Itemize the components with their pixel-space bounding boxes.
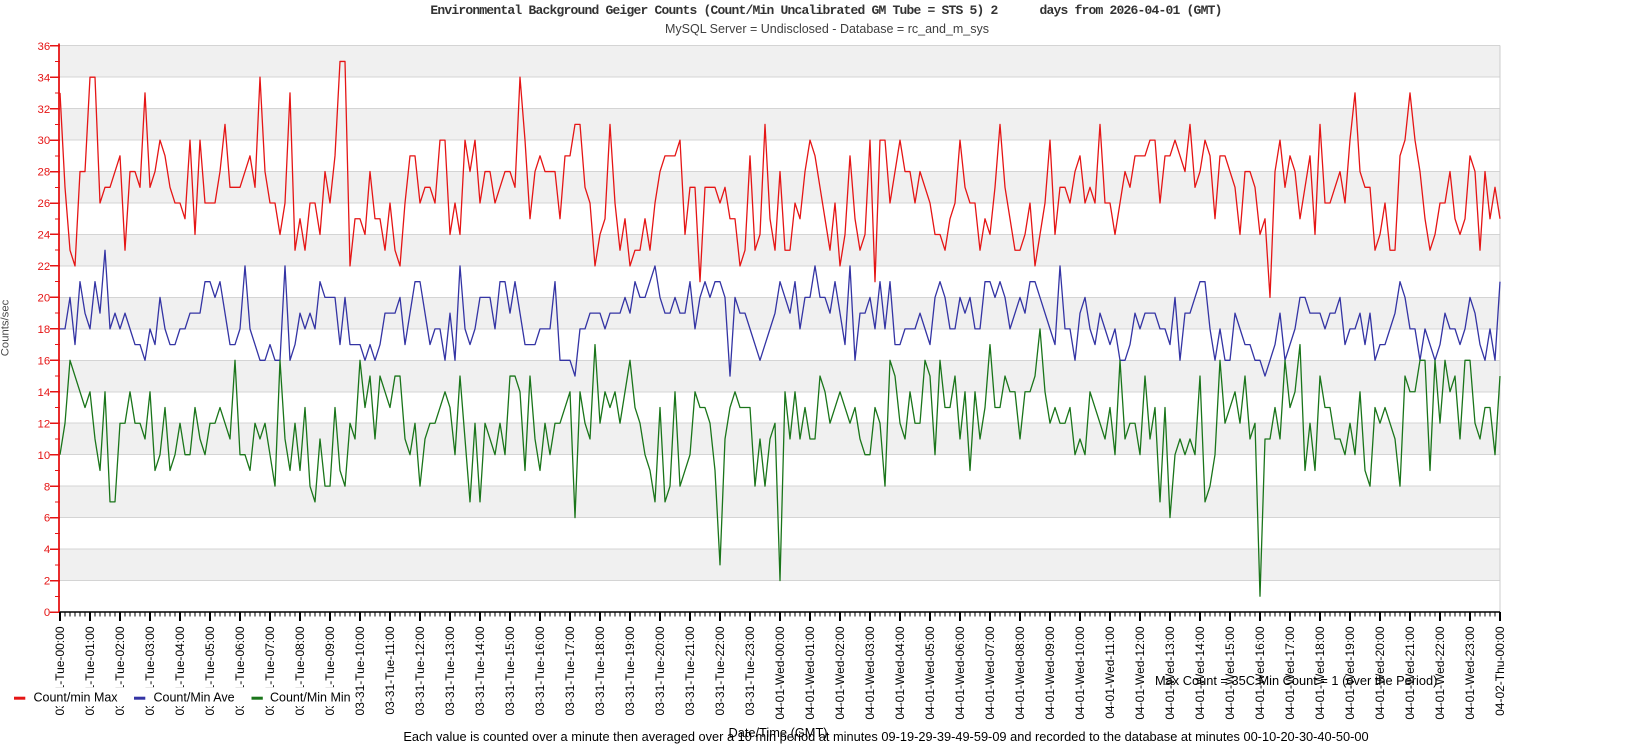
svg-text:10: 10 xyxy=(38,450,51,462)
svg-text:28: 28 xyxy=(38,167,51,179)
svg-text:20: 20 xyxy=(38,293,51,305)
svg-text:04-01-Wed-13:00: 04-01-Wed-13:00 xyxy=(1163,626,1177,719)
svg-text:6: 6 xyxy=(44,513,50,525)
svg-text:04-01-Wed-12:00: 04-01-Wed-12:00 xyxy=(1133,626,1147,719)
svg-text:0: 0 xyxy=(44,607,50,619)
svg-text:04-01-Wed-08:00: 04-01-Wed-08:00 xyxy=(1013,626,1027,719)
svg-text:04-01-Wed-04:00: 04-01-Wed-04:00 xyxy=(893,626,907,719)
svg-text:03-31-Tue-18:00: 03-31-Tue-18:00 xyxy=(593,626,607,715)
svg-text:03-31-Tue-15:00: 03-31-Tue-15:00 xyxy=(503,626,517,715)
svg-text:Date/Time (GMT): Date/Time (GMT) xyxy=(728,725,827,740)
svg-text:04-01-Wed-15:00: 04-01-Wed-15:00 xyxy=(1223,626,1237,719)
svg-text:16: 16 xyxy=(38,355,51,367)
svg-text:18: 18 xyxy=(38,324,51,336)
svg-text:Environmental Background Geige: Environmental Background Geiger Counts (… xyxy=(430,3,1221,18)
svg-text:04-01-Wed-02:00: 04-01-Wed-02:00 xyxy=(833,626,847,719)
svg-text:04-01-Wed-09:00: 04-01-Wed-09:00 xyxy=(1043,626,1057,719)
svg-text:MySQL Server = Undisclosed - D: MySQL Server = Undisclosed - Database = … xyxy=(665,22,989,36)
svg-text:04-01-Wed-10:00: 04-01-Wed-10:00 xyxy=(1073,626,1087,719)
svg-text:04-01-Wed-07:00: 04-01-Wed-07:00 xyxy=(983,626,997,719)
svg-text:03-31-Tue-13:00: 03-31-Tue-13:00 xyxy=(443,626,457,715)
svg-text:14: 14 xyxy=(38,387,51,399)
svg-text:03-31-Tue-17:00: 03-31-Tue-17:00 xyxy=(563,626,577,715)
svg-text:2: 2 xyxy=(44,576,50,588)
svg-text:03-31-Tue-10:00: 03-31-Tue-10:00 xyxy=(353,626,367,715)
svg-text:8: 8 xyxy=(44,481,50,493)
svg-text:03-31-Tue-16:00: 03-31-Tue-16:00 xyxy=(533,626,547,715)
svg-text:04-01-Wed-16:00: 04-01-Wed-16:00 xyxy=(1253,626,1267,719)
svg-text:04-01-Wed-14:00: 04-01-Wed-14:00 xyxy=(1193,626,1207,719)
svg-text:03-31-Tue-11:00: 03-31-Tue-11:00 xyxy=(383,626,397,714)
svg-text:04-01-Wed-23:00: 04-01-Wed-23:00 xyxy=(1463,626,1477,719)
svg-text:04-01-Wed-22:00: 04-01-Wed-22:00 xyxy=(1433,626,1447,719)
svg-text:04-01-Wed-05:00: 04-01-Wed-05:00 xyxy=(923,626,937,719)
svg-text:03-31-Tue-23:00: 03-31-Tue-23:00 xyxy=(743,626,757,715)
svg-text:Counts/sec: Counts/sec xyxy=(0,299,12,356)
svg-text:04-01-Wed-03:00: 04-01-Wed-03:00 xyxy=(863,626,877,719)
svg-text:Count/min Max: Count/min Max xyxy=(34,691,119,705)
svg-text:03-31-Tue-21:00: 03-31-Tue-21:00 xyxy=(683,626,697,715)
svg-text:03-31-Tue-12:00: 03-31-Tue-12:00 xyxy=(413,626,427,715)
svg-text:24: 24 xyxy=(38,230,51,242)
svg-text:04-01-Wed-01:00: 04-01-Wed-01:00 xyxy=(803,626,817,719)
svg-text:04-01-Wed-00:00: 04-01-Wed-00:00 xyxy=(773,626,787,719)
svg-text:04-01-Wed-11:00: 04-01-Wed-11:00 xyxy=(1103,626,1117,719)
svg-text:30: 30 xyxy=(38,135,51,147)
svg-text:4: 4 xyxy=(44,544,50,556)
svg-text:22: 22 xyxy=(38,261,51,273)
svg-text:Count/Min Min: Count/Min Min xyxy=(270,691,351,705)
svg-text:34: 34 xyxy=(38,72,51,84)
svg-text:32: 32 xyxy=(38,104,51,116)
svg-text:Max Count = 35C Min Count = 1: Max Count = 35C Min Count = 1 (over the … xyxy=(1155,673,1437,688)
svg-text:03-31-Tue-14:00: 03-31-Tue-14:00 xyxy=(473,626,487,715)
svg-text:Each value is counted over a m: Each value is counted over a minute then… xyxy=(403,729,1368,744)
svg-text:Count/Min Ave: Count/Min Ave xyxy=(154,691,235,705)
svg-text:04-01-Wed-19:00: 04-01-Wed-19:00 xyxy=(1343,626,1357,719)
svg-text:03-31-Tue-22:00: 03-31-Tue-22:00 xyxy=(713,626,727,715)
svg-text:04-01-Wed-06:00: 04-01-Wed-06:00 xyxy=(953,626,967,719)
svg-text:04-01-Wed-18:00: 04-01-Wed-18:00 xyxy=(1313,626,1327,719)
svg-text:03-31-Tue-20:00: 03-31-Tue-20:00 xyxy=(653,626,667,715)
svg-text:03-31-Tue-19:00: 03-31-Tue-19:00 xyxy=(623,626,637,715)
svg-text:04-01-Wed-21:00: 04-01-Wed-21:00 xyxy=(1403,626,1417,719)
svg-text:12: 12 xyxy=(38,418,51,430)
svg-text:04-01-Wed-17:00: 04-01-Wed-17:00 xyxy=(1283,626,1297,719)
svg-text:04-01-Wed-20:00: 04-01-Wed-20:00 xyxy=(1373,626,1387,719)
svg-text:04-02-Thu-00:00: 04-02-Thu-00:00 xyxy=(1493,626,1507,716)
svg-text:36: 36 xyxy=(38,41,51,53)
svg-text:26: 26 xyxy=(38,198,51,210)
